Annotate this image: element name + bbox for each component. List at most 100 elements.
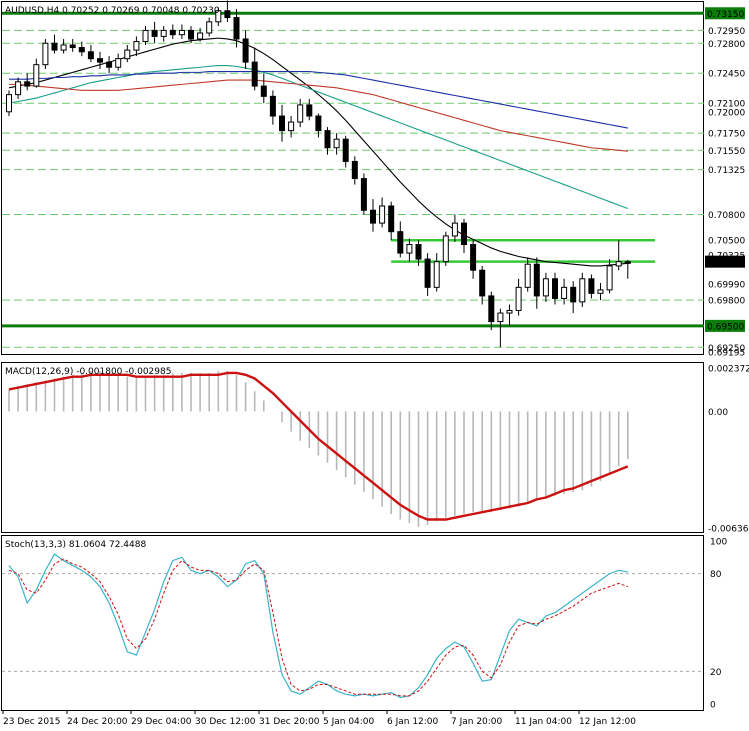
candle-body bbox=[470, 244, 477, 271]
price-axis-label: 0.69800 bbox=[708, 297, 745, 307]
candle bbox=[370, 199, 376, 232]
candle-body bbox=[370, 209, 376, 224]
price-axis-label: 0.69250 bbox=[708, 344, 745, 354]
candle bbox=[570, 281, 577, 314]
candle-body bbox=[451, 222, 458, 237]
price-axis-label: 0.71325 bbox=[708, 166, 745, 176]
candle bbox=[279, 104, 285, 142]
candle-body bbox=[224, 10, 231, 19]
candle bbox=[615, 240, 622, 271]
candle-body bbox=[615, 261, 622, 267]
price-axis-label: 0.72950 bbox=[708, 27, 745, 37]
candle-body bbox=[233, 17, 240, 40]
candle bbox=[215, 7, 222, 27]
candle bbox=[42, 38, 49, 69]
candle-body bbox=[306, 104, 313, 117]
price-axis-label: 0.70500 bbox=[708, 237, 745, 247]
candle bbox=[233, 8, 240, 48]
candle bbox=[451, 214, 458, 242]
price-axis-label: 0.69500 bbox=[707, 322, 744, 332]
price-axis-label: 0.70800 bbox=[708, 211, 745, 221]
candle bbox=[397, 221, 404, 258]
candle bbox=[306, 98, 313, 121]
candle-body bbox=[260, 85, 267, 97]
candle-body bbox=[624, 261, 631, 264]
candle-body bbox=[588, 278, 595, 294]
candle bbox=[588, 274, 595, 299]
price-axis-label: 0.69195 bbox=[708, 349, 745, 359]
macd-axis-label: 0.002372 bbox=[708, 365, 749, 375]
candle-body bbox=[542, 278, 549, 297]
candle bbox=[606, 259, 613, 294]
candle bbox=[133, 36, 140, 57]
candle-body bbox=[24, 81, 31, 87]
candle-body bbox=[297, 104, 304, 123]
candle bbox=[51, 34, 58, 54]
candle bbox=[461, 218, 467, 254]
candle-body bbox=[251, 61, 258, 87]
candle-body bbox=[42, 42, 49, 66]
candle bbox=[160, 26, 167, 42]
macd-axis-label: 0.00 bbox=[708, 408, 728, 418]
candle bbox=[515, 278, 522, 316]
candle bbox=[424, 253, 431, 296]
candle bbox=[506, 304, 513, 326]
price-axis-label: 0.72000 bbox=[708, 108, 745, 118]
candle bbox=[24, 73, 31, 91]
candle bbox=[106, 56, 113, 74]
candle-body bbox=[33, 64, 40, 87]
price-axis-label: 0.73150 bbox=[707, 10, 744, 20]
candle bbox=[533, 257, 540, 309]
candle-body bbox=[333, 138, 340, 149]
time-axis-label: 12 Jan 12:00 bbox=[579, 717, 636, 727]
macd-axis-label: -0.006364 bbox=[708, 525, 749, 535]
candle bbox=[197, 27, 204, 42]
candle-body bbox=[424, 258, 431, 288]
candle bbox=[442, 231, 449, 266]
time-axis-label: 7 Jan 20:00 bbox=[451, 717, 503, 727]
candle bbox=[470, 240, 477, 279]
candle-body bbox=[479, 269, 486, 297]
candle bbox=[433, 253, 440, 292]
price-axis-label: 0.69990 bbox=[708, 280, 745, 290]
stoch-axis-label: 100 bbox=[710, 538, 727, 548]
candle-body bbox=[515, 286, 522, 311]
candle-body bbox=[115, 58, 122, 68]
candle-body bbox=[242, 38, 249, 63]
candle bbox=[479, 265, 486, 305]
candle-body bbox=[379, 205, 386, 224]
candle-body bbox=[169, 29, 176, 36]
candle-body bbox=[15, 81, 22, 96]
stoch-k-line bbox=[8, 553, 628, 699]
candle bbox=[552, 272, 558, 305]
candle bbox=[351, 156, 358, 185]
time-axis-label: 24 Dec 20:00 bbox=[67, 717, 128, 727]
candle bbox=[87, 44, 94, 63]
macd-panel-frame bbox=[1, 362, 704, 533]
candle bbox=[97, 51, 103, 69]
candle-body bbox=[78, 47, 85, 53]
candle-body bbox=[288, 121, 295, 132]
candle-body bbox=[197, 32, 204, 40]
stoch-axis-label: 20 bbox=[710, 668, 722, 678]
candle bbox=[33, 58, 40, 88]
price-axis-label: 0.72800 bbox=[708, 40, 745, 50]
candle-body bbox=[497, 312, 504, 323]
macd-chart-title: MACD(12,26,9) -0.001800 -0.002985 bbox=[5, 367, 171, 377]
price-axis-label: 0.72100 bbox=[708, 100, 745, 110]
candle bbox=[188, 26, 194, 44]
candle-body bbox=[142, 29, 149, 43]
candle-body bbox=[488, 295, 495, 323]
moving-average-line-1 bbox=[8, 64, 628, 210]
candle-body bbox=[342, 138, 349, 162]
candle-body bbox=[178, 29, 185, 36]
candle-body bbox=[570, 286, 577, 303]
candle-body bbox=[324, 130, 331, 149]
candle-body bbox=[351, 160, 358, 180]
price-label-box bbox=[705, 7, 745, 20]
candle-body bbox=[433, 261, 440, 288]
candle-body bbox=[106, 61, 113, 68]
candle-body bbox=[442, 235, 449, 263]
candle bbox=[315, 113, 322, 138]
